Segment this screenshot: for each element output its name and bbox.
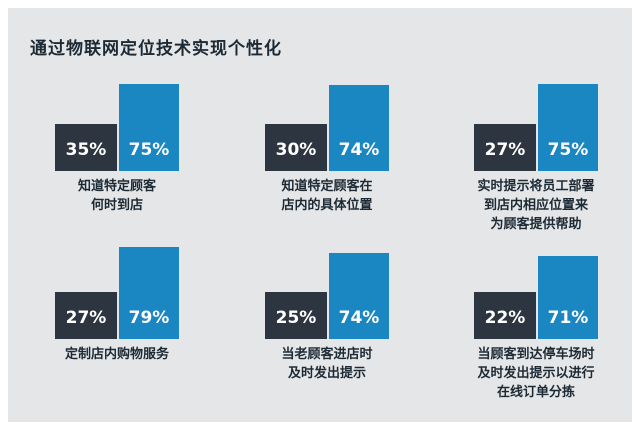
bar-dark-label: 35% (66, 140, 107, 160)
chart-caption-line: 到店内相应位置来 (484, 197, 589, 213)
bar-dark-label: 30% (276, 140, 317, 160)
bar-blue-label: 74% (339, 140, 380, 160)
bar-blue-label: 71% (548, 308, 589, 328)
chart-caption-line: 及时发出提示 (288, 365, 366, 381)
chart-caption-line: 当顾客到达停车场时 (477, 346, 594, 362)
bar-blue-label: 75% (548, 140, 589, 160)
bar-blue (329, 85, 389, 171)
bar-blue (538, 256, 598, 339)
bar-blue-label: 74% (339, 308, 380, 328)
bar-dark-label: 22% (485, 308, 526, 328)
bar-dark (55, 292, 117, 339)
bar-blue (119, 247, 179, 339)
chart-caption-line: 当老顾客进店时 (281, 346, 372, 362)
bar-dark-label: 27% (66, 308, 107, 328)
chart-caption-line: 为顾客提供帮助 (490, 216, 581, 232)
infographic-title: 通过物联网定位技术实现个性化 (30, 39, 282, 59)
bar-dark-label: 27% (485, 140, 526, 160)
chart-4: 27% 79% 定制店内购物服务 (55, 247, 179, 362)
chart-caption-line: 实时提示将员工部署 (477, 178, 594, 194)
chart-caption-line: 店内的具体位置 (281, 197, 372, 213)
bar-blue (329, 253, 389, 339)
bar-dark (474, 124, 536, 171)
bar-dark-label: 25% (276, 308, 317, 328)
chart-caption-line: 定制店内购物服务 (64, 346, 170, 362)
bar-dark (265, 292, 327, 339)
bar-blue-label: 79% (129, 308, 170, 328)
bar-blue-label: 75% (129, 140, 170, 160)
chart-caption-line: 知道特定顾客 (78, 178, 157, 194)
bar-dark (474, 292, 536, 339)
chart-caption-line: 知道特定顾客在 (281, 178, 372, 194)
bar-dark (265, 124, 327, 171)
bar-blue (119, 84, 179, 171)
chart-caption-line: 何时到店 (91, 197, 143, 213)
chart-caption-line: 及时发出提示以进行 (477, 365, 594, 381)
bar-blue (538, 84, 598, 171)
chart-caption-line: 在线订单分拣 (497, 384, 575, 400)
bar-dark (55, 124, 117, 171)
infographic-panel (8, 8, 632, 422)
